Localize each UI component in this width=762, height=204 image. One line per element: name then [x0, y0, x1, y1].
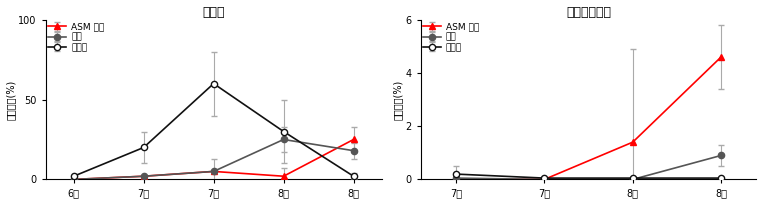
Y-axis label: 피해과율(%): 피해과율(%)	[392, 79, 402, 120]
Title: 탄저병: 탄저병	[203, 6, 225, 19]
Title: 겹무늬썩음병: 겹무늬썩음병	[566, 6, 611, 19]
Y-axis label: 피해과율(%): 피해과율(%)	[5, 79, 15, 120]
Legend: ASM 추가, 관행, 무처리: ASM 추가, 관행, 무처리	[47, 22, 105, 53]
Legend: ASM 추가, 관행, 무처리: ASM 추가, 관행, 무처리	[422, 22, 480, 53]
